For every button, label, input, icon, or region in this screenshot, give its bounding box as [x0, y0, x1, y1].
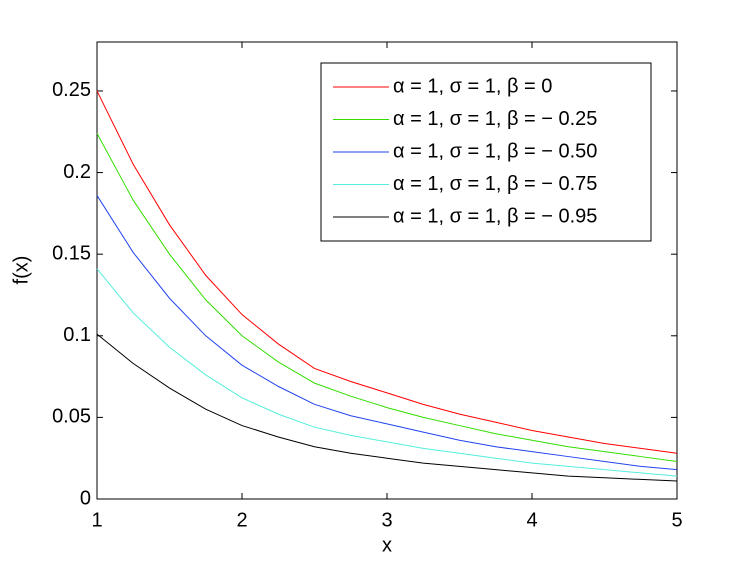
- x-tick-label: 1: [91, 509, 102, 531]
- legend-label: α = 1, σ = 1, β = − 0.50: [393, 140, 597, 162]
- y-tick-label: 0.05: [52, 406, 91, 428]
- line: [96, 268, 678, 477]
- line: [96, 133, 678, 462]
- legend-label: α = 1, σ = 1, β = − 0.25: [393, 108, 597, 130]
- line: [96, 90, 678, 454]
- y-tick-label: 0.15: [52, 242, 91, 264]
- y-axis-label: f(x): [10, 256, 32, 285]
- x-tick-label: 2: [236, 509, 247, 531]
- y-tick-label: 0.1: [63, 324, 91, 346]
- x-axis-label: x: [382, 534, 392, 556]
- y-tick-label: 0.25: [52, 79, 91, 101]
- line: [96, 333, 678, 482]
- legend-label: α = 1, σ = 1, β = − 0.95: [393, 205, 597, 227]
- line: [96, 195, 678, 471]
- x-tick-label: 5: [671, 509, 682, 531]
- legend-label: α = 1, σ = 1, β = 0: [393, 75, 552, 97]
- x-tick-label: 4: [526, 509, 537, 531]
- y-tick-label: 0.2: [63, 161, 91, 183]
- legend-label: α = 1, σ = 1, β = − 0.75: [393, 173, 597, 195]
- x-tick-label: 3: [381, 509, 392, 531]
- y-tick-label: 0: [80, 487, 91, 509]
